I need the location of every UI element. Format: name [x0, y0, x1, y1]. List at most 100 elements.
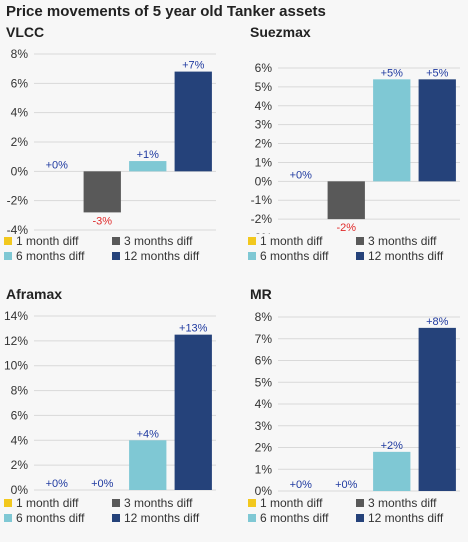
- chart-legend: 1 month diff 3 months diff 6 months diff 12…: [248, 496, 468, 525]
- y-tick-label: 2%: [11, 458, 29, 472]
- chart-title: VLCC: [6, 24, 45, 40]
- y-tick-label: 10%: [4, 359, 28, 373]
- legend-item: 3 months diff: [356, 496, 468, 510]
- chart-legend: 1 month diff 3 months diff 6 months diff 12…: [4, 496, 230, 525]
- data-label: +0%: [46, 478, 69, 490]
- data-label: +5%: [426, 67, 449, 79]
- bar: [418, 79, 456, 182]
- legend-label: 12 months diff: [124, 511, 200, 525]
- y-tick-label: 4%: [11, 106, 29, 120]
- chart-plot: 14% 12% 10% 8% 6% 4% 2% 0% +0% +0% +4% +13%: [4, 309, 216, 496]
- data-label: +0%: [46, 159, 69, 171]
- chart-legend: 1 month diff 3 months diff 6 months diff 12…: [248, 234, 468, 263]
- legend-swatch: [112, 237, 120, 245]
- legend-label: 6 months diff: [16, 249, 85, 263]
- data-label: +0%: [91, 478, 114, 490]
- bar: [174, 334, 212, 490]
- legend-label: 1 month diff: [16, 496, 79, 510]
- y-tick-label: 8%: [11, 47, 29, 61]
- bar: [83, 171, 121, 213]
- legend-label: 1 month diff: [260, 496, 323, 510]
- chart-panel-vlcc: VLCC 8% 6% 4% 2% 0% -2% -4% +0% -3% +1% +7% 1 mont…: [0, 24, 234, 280]
- legend-label: 3 months diff: [124, 234, 193, 248]
- bar: [373, 451, 411, 491]
- data-label: +13%: [179, 323, 208, 335]
- y-tick-label: 4%: [255, 397, 273, 411]
- chart-title: Suezmax: [250, 24, 311, 40]
- legend-swatch: [248, 237, 256, 245]
- chart-legend: 1 month diff 3 months diff 6 months diff 12…: [4, 234, 230, 263]
- legend-label: 6 months diff: [16, 511, 85, 525]
- legend-item: 6 months diff: [248, 249, 356, 263]
- chart-plot: 6% 5% 4% 3% 2% 1% 0% -1% -2% -3% +0% -2% +5% +5%: [251, 61, 460, 234]
- legend-item: 3 months diff: [356, 234, 468, 248]
- legend-swatch: [4, 252, 12, 260]
- y-tick-label: 7%: [255, 332, 273, 346]
- bar: [129, 440, 167, 490]
- chart-panel-mr: MR 8% 7% 6% 5% 4% 3% 2% 1% 0% +0% +0% +2% +8% 1 mont…: [234, 286, 468, 542]
- legend-swatch: [112, 514, 120, 522]
- y-tick-label: 6%: [11, 408, 29, 422]
- legend-item: 1 month diff: [248, 496, 356, 510]
- y-tick-label: 0%: [255, 174, 273, 188]
- data-label: +8%: [426, 316, 449, 328]
- legend-label: 6 months diff: [260, 511, 329, 525]
- data-label: -2%: [336, 222, 356, 234]
- bar: [174, 71, 212, 172]
- legend-swatch: [356, 237, 364, 245]
- legend-swatch: [248, 514, 256, 522]
- legend-item: 12 months diff: [112, 511, 230, 525]
- data-label: +5%: [381, 67, 404, 79]
- legend-item: 3 months diff: [112, 234, 230, 248]
- chart-title: MR: [250, 286, 272, 302]
- legend-item: 6 months diff: [4, 511, 112, 525]
- chart-plot: 8% 7% 6% 5% 4% 3% 2% 1% 0% +0% +0% +2% +8%: [255, 310, 460, 496]
- legend-swatch: [356, 514, 364, 522]
- legend-swatch: [248, 252, 256, 260]
- legend-item: 3 months diff: [112, 496, 230, 510]
- y-tick-label: -2%: [7, 194, 29, 208]
- chart-panel-aframax: Aframax 14% 12% 10% 8% 6% 4% 2% 0% +0% +0% +4% +13%…: [0, 286, 234, 542]
- y-tick-label: 8%: [11, 384, 29, 398]
- y-tick-label: 6%: [255, 354, 273, 368]
- data-label: -3%: [92, 215, 112, 227]
- chart-plot: 8% 6% 4% 2% 0% -2% -4% +0% -3% +1% +7%: [7, 47, 216, 234]
- y-tick-label: 0%: [11, 164, 29, 178]
- bar: [327, 181, 365, 220]
- legend-swatch: [248, 499, 256, 507]
- legend-swatch: [112, 252, 120, 260]
- legend-item: 12 months diff: [356, 511, 468, 525]
- y-tick-label: -1%: [251, 193, 273, 207]
- legend-swatch: [356, 499, 364, 507]
- y-tick-label: -4%: [7, 223, 29, 234]
- chart-panel-suezmax: Suezmax 6% 5% 4% 3% 2% 1% 0% -1% -2% -3% +0% -2% +5%…: [234, 24, 468, 280]
- legend-item: 1 month diff: [4, 496, 112, 510]
- data-label: +0%: [290, 479, 313, 491]
- y-tick-label: 5%: [255, 375, 273, 389]
- data-label: +2%: [381, 440, 404, 452]
- legend-label: 12 months diff: [368, 249, 444, 263]
- legend-item: 1 month diff: [248, 234, 356, 248]
- data-label: +0%: [335, 479, 358, 491]
- y-tick-label: 0%: [11, 483, 29, 496]
- legend-item: 6 months diff: [248, 511, 356, 525]
- legend-swatch: [356, 252, 364, 260]
- y-tick-label: 6%: [11, 76, 29, 90]
- y-tick-label: 2%: [255, 441, 273, 455]
- legend-swatch: [4, 499, 12, 507]
- data-label: +0%: [290, 169, 313, 181]
- legend-item: 12 months diff: [356, 249, 468, 263]
- y-tick-label: 3%: [255, 419, 273, 433]
- data-label: +1%: [137, 149, 160, 161]
- y-tick-label: -3%: [251, 231, 273, 234]
- legend-swatch: [4, 237, 12, 245]
- y-tick-label: 4%: [255, 99, 273, 113]
- bar: [129, 161, 167, 172]
- legend-label: 3 months diff: [368, 234, 437, 248]
- legend-label: 6 months diff: [260, 249, 329, 263]
- y-tick-label: 0%: [255, 484, 273, 496]
- legend-label: 3 months diff: [368, 496, 437, 510]
- legend-swatch: [4, 514, 12, 522]
- data-label: +7%: [182, 60, 205, 72]
- chart-title: Aframax: [6, 286, 63, 302]
